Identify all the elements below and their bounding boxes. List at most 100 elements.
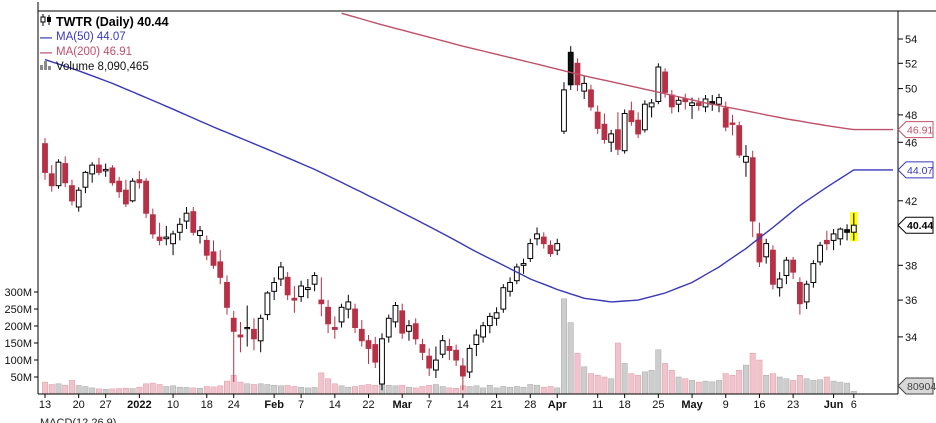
candle-body [628,110,635,123]
volume-bar [608,378,615,395]
volume-bar [810,380,817,395]
candle-body [203,239,210,256]
candle-body [304,287,311,291]
volume-bar [446,387,453,395]
volume-bar [358,385,365,395]
candle-body [837,228,844,240]
candle-body [311,275,318,285]
volume-bar [237,381,244,395]
candle-body [392,305,399,323]
candle-body [480,325,487,338]
volume-bar [284,385,291,395]
volume-bar [217,385,224,395]
candle-body [244,327,251,330]
volume-bar [183,387,190,395]
volume-bar [796,375,803,395]
volume-bar [277,385,284,395]
candle-body [520,263,527,266]
volume-bar [830,380,837,395]
candle-body [513,266,520,282]
volume-bar [331,383,338,395]
volume-bar [412,387,419,395]
volume-bar [163,386,170,395]
y-tick-label: 52 [905,58,917,70]
x-tick-label: 25 [652,399,664,411]
volume-bar [372,384,379,395]
candle-body [230,317,237,332]
x-tick-label: Feb [264,399,284,411]
volume-bar [628,373,635,395]
candle-body [540,236,547,245]
candle-body [426,355,433,369]
candle-body [621,113,628,152]
volume-bar [399,384,406,395]
candle-body [116,180,123,193]
candle-body [412,323,419,340]
volume-bar [439,386,446,395]
volume-tick-label: 50M [11,372,32,384]
volume-bar [689,380,695,395]
x-tick-label: 14 [457,399,469,411]
candle-body [358,328,365,342]
candle-body [251,328,257,340]
candle-body [500,287,507,310]
candle-body [48,173,55,187]
candle-body [96,164,102,173]
volume-bar [554,387,561,395]
chart-legend: TWTR (Daily) 40.44 — MA(50) 44.07 — MA(2… [40,14,169,74]
x-tick-label: 22 [362,399,374,411]
candle-body [655,66,662,102]
volume-bar [224,380,230,395]
candle-body [493,312,500,319]
volume-bar [365,384,372,395]
candle-body [379,338,385,385]
volume-bar [264,384,271,395]
volume-bar [587,373,594,395]
y-tick-label: 42 [905,196,917,208]
ma200-legend-label: MA(200) 46.91 [56,45,133,58]
x-tick-label: 16 [753,399,765,411]
candle-body [770,249,776,285]
moving-averages [44,12,893,303]
candle-body [561,89,567,132]
candle-body [365,340,372,349]
volume-bar [116,388,123,395]
axis-value-box [897,377,934,395]
x-tick-label: 11 [592,399,603,411]
volume-bar [520,386,527,395]
candle-body [776,278,783,289]
volume-bar [426,384,433,395]
candle-body [446,346,453,351]
candle-body [507,282,513,292]
candle-body [55,161,62,187]
axes: 13 20 27 2022 10 18 24 Feb 7 14 22 Mar 7 14 21 28 Apr 11 1… [4,2,936,411]
candle-body [62,163,69,184]
volume-bar [170,385,177,395]
candle-body [783,259,790,277]
volume-bar [95,388,102,395]
volume-bar [844,382,851,395]
volume-bar [352,386,358,395]
candle-body [406,325,412,332]
axis-value-box-label: 40.44 [907,220,933,232]
x-tick-label: 2022 [127,399,151,411]
volume-bar [722,373,729,395]
volume-bar [534,384,540,395]
candle-body [823,239,830,245]
volume-tick-label: 250M [4,304,32,316]
candle-body [689,102,695,107]
volume-bar [69,380,75,395]
candle-body [352,308,358,329]
axis-value-box-label: 44.07 [907,165,933,177]
volume-bar [729,375,736,395]
candle-body [264,292,271,316]
candle-body [217,261,224,278]
ma50-legend-label: MA(50) 44.07 [56,30,126,43]
volume-bar [176,386,183,395]
volume-bar [581,366,588,395]
candle-body [675,99,682,105]
candle-body [567,51,574,86]
x-tick-label: 13 [39,399,51,411]
candle-body [109,167,116,184]
